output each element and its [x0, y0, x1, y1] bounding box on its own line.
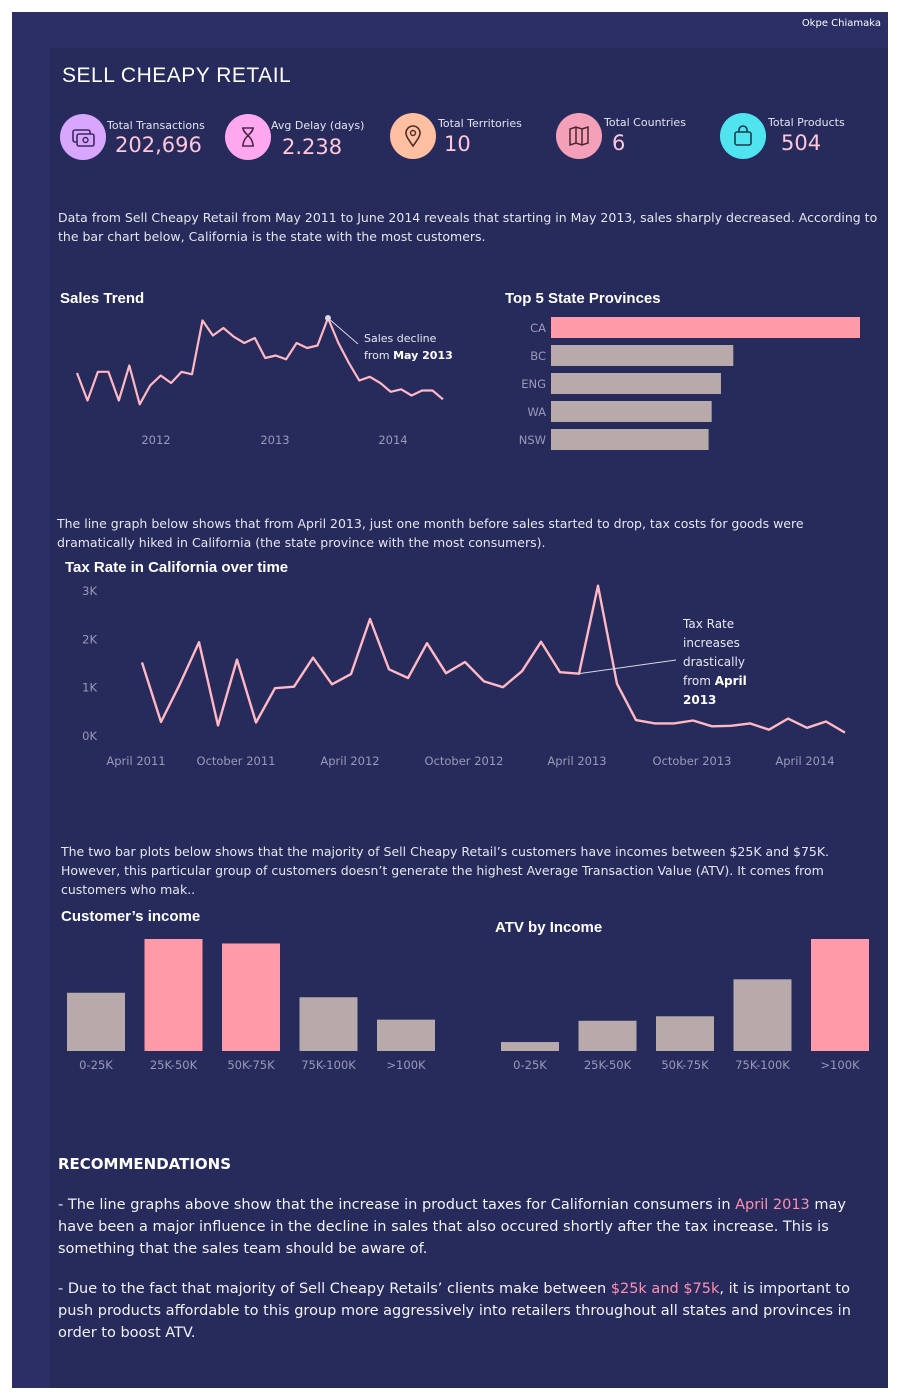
atv-bar-0 — [501, 1042, 559, 1051]
recommendation-1: - The line graphs above show that the in… — [58, 1197, 846, 1257]
kpi-territories-label: Total Territories — [438, 117, 522, 130]
tax-annotation-line4: from April — [683, 674, 747, 688]
atv-bar-4 — [811, 939, 869, 1051]
tax-xtick-4: April 2013 — [547, 754, 606, 768]
atv-label-1: 25K-50K — [584, 1058, 632, 1072]
customer-income-title: Customer’s income — [61, 908, 201, 925]
kpi-transactions-label: Total Transactions — [107, 119, 205, 132]
tax-text: The line graph below shows that from Apr… — [57, 516, 804, 550]
tax-annotation-line3: drastically — [683, 655, 745, 669]
income-bar-4 — [377, 1019, 435, 1051]
atv-label-3: 75K-100K — [735, 1058, 790, 1072]
sales-trend-title: Sales Trend — [60, 290, 145, 307]
kpi-countries-value: 6 — [612, 131, 626, 155]
state-label-eng: ENG — [521, 377, 546, 391]
page-title: SELL CHEAPY RETAIL — [62, 64, 292, 87]
hourglass-icon — [225, 114, 271, 160]
atv-label-2: 50K-75K — [661, 1058, 709, 1072]
tax-xtick-5: October 2013 — [653, 754, 732, 768]
kpi-transactions-value: 202,696 — [115, 133, 202, 157]
sales-tick-2014: 2014 — [378, 433, 407, 447]
tax-ytick-2k: 2K — [82, 632, 97, 646]
tax-rate-title: Tax Rate in California over time — [65, 559, 289, 576]
kpi-products-value: 504 — [781, 131, 822, 155]
top-states-chart: CA BC ENG WA NSW — [519, 317, 860, 450]
kpi-territories-value: 10 — [444, 132, 471, 156]
tax-annotation-line5: 2013 — [683, 693, 716, 707]
income-label-0: 0-25K — [79, 1058, 113, 1072]
tax-xtick-1: October 2011 — [197, 754, 276, 768]
state-label-bc: BC — [530, 349, 546, 363]
author-label: Okpe Chiamaka — [801, 18, 881, 29]
state-label-nsw: NSW — [519, 433, 546, 447]
tax-annotation-leader — [578, 659, 677, 675]
top-states-title: Top 5 State Provinces — [505, 290, 661, 307]
tax-xtick-6: April 2014 — [775, 754, 834, 768]
recommendation-1-highlight: April 2013 — [735, 1197, 810, 1213]
state-bar-wa — [551, 401, 712, 422]
state-bar-nsw — [551, 429, 709, 450]
atv-bar-3 — [733, 979, 792, 1051]
state-label-ca: CA — [530, 321, 546, 335]
tax-xtick-3: October 2012 — [425, 754, 504, 768]
income-bar-3 — [299, 997, 358, 1051]
income-label-4: >100K — [386, 1058, 426, 1072]
tax-annotation-line1: Tax Rate — [682, 617, 734, 631]
sales-highlight-point — [324, 315, 331, 321]
tax-rate-chart: Tax Rate increases drastically from Apri… — [82, 584, 846, 768]
sales-trend-chart: Sales decline from May 2013 2012 2013 20… — [75, 315, 453, 447]
atv-label-4: >100K — [820, 1058, 860, 1072]
tax-ytick-1k: 1K — [82, 681, 97, 695]
tax-annotation-line2: increases — [683, 636, 740, 650]
sales-annotation-leader — [327, 317, 359, 345]
shopping-bag-icon — [720, 113, 766, 159]
atv-income-chart: 0-25K 25K-50K 50K-75K 75K-100K >100K — [501, 939, 869, 1072]
recommendation-2: - Due to the fact that majority of Sell … — [58, 1281, 851, 1341]
state-label-wa: WA — [527, 405, 546, 419]
dashboard-body — [50, 48, 888, 1388]
sales-annotation-line2: from May 2013 — [364, 349, 453, 362]
state-bar-eng — [551, 373, 721, 394]
income-bar-0 — [67, 992, 125, 1051]
income-label-1: 25K-50K — [150, 1058, 198, 1072]
sales-tick-2013: 2013 — [260, 433, 289, 447]
tax-xtick-2: April 2012 — [320, 754, 379, 768]
kpi-countries-label: Total Countries — [604, 116, 686, 129]
sales-annotation-line1: Sales decline — [364, 332, 437, 345]
map-icon — [556, 113, 602, 159]
income-bar-1 — [144, 939, 203, 1051]
atv-bar-2 — [656, 1016, 714, 1051]
customer-income-chart: 0-25K 25K-50K 50K-75K 75K-100K >100K — [67, 939, 435, 1072]
tax-rate-line — [140, 584, 846, 734]
income-text: The two bar plots below shows that the m… — [61, 844, 830, 897]
income-label-2: 50K-75K — [227, 1058, 275, 1072]
atv-label-0: 0-25K — [513, 1058, 547, 1072]
atv-income-title: ATV by Income — [495, 919, 603, 936]
sales-tick-2012: 2012 — [141, 433, 170, 447]
atv-bar-1 — [578, 1020, 637, 1051]
state-bar-bc — [551, 345, 734, 366]
kpi-delay-value: 2.238 — [282, 135, 343, 159]
income-label-3: 75K-100K — [301, 1058, 356, 1072]
tax-ytick-0k: 0K — [82, 729, 97, 743]
tax-xtick-0: April 2011 — [106, 754, 165, 768]
intro-text: Data from Sell Cheapy Retail from May 20… — [58, 210, 878, 244]
tax-ytick-3k: 3K — [82, 584, 97, 598]
income-bar-2 — [222, 943, 280, 1051]
kpi-products-label: Total Products — [768, 116, 845, 129]
location-pin-icon — [390, 113, 436, 159]
state-bar-ca — [551, 317, 860, 338]
recommendations-title: RECOMMENDATIONS — [58, 1155, 232, 1173]
recommendation-2-highlight: $25k and $75k — [610, 1281, 720, 1297]
sales-trend-line — [75, 316, 444, 406]
transactions-icon — [60, 114, 106, 160]
kpi-delay-label: Avg Delay (days) — [271, 119, 365, 132]
